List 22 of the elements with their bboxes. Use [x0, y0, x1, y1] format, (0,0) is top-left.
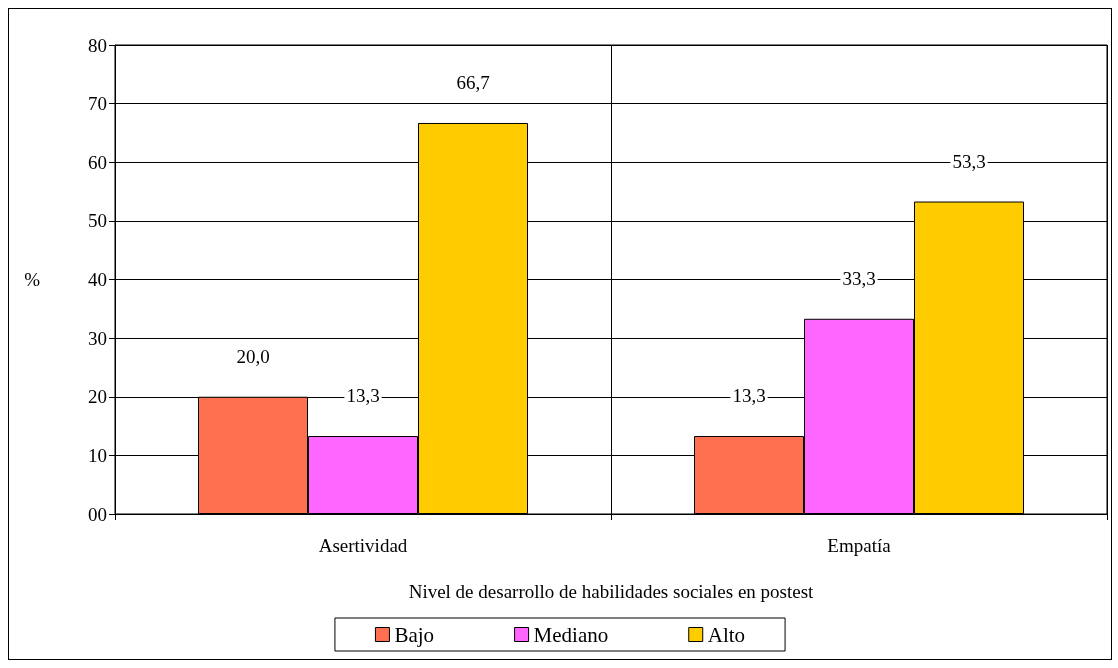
y-tick-label: 50 [88, 210, 107, 232]
data-label: 53,3 [952, 150, 986, 172]
x-tick-label: Asertividad [318, 535, 408, 556]
y-tick-label: 00 [88, 503, 107, 525]
y-axis-title: % [24, 269, 41, 290]
x-axis-title: Nivel de desarrollo de habilidades sociales en postest [408, 581, 815, 602]
legend-label: Bajo [394, 622, 435, 647]
data-label: 20,0 [236, 345, 270, 367]
x-tick-label: Empatía [827, 535, 892, 556]
y-tick-label: 20 [88, 386, 107, 408]
legend-label: Alto [707, 622, 746, 647]
y-tick-label: 80 [88, 34, 107, 56]
y-tick-label: 40 [88, 269, 107, 290]
data-label: 66,7 [456, 71, 490, 93]
y-tick-label: 70 [88, 93, 107, 115]
legend-label: Mediano [533, 622, 609, 647]
y-tick-label: 60 [88, 151, 107, 173]
y-tick-label: 10 [88, 444, 107, 466]
y-tick-label: 30 [88, 327, 107, 349]
data-label: 13,3 [346, 385, 380, 407]
data-label: 13,3 [732, 385, 766, 407]
data-label: 33,3 [842, 267, 876, 289]
